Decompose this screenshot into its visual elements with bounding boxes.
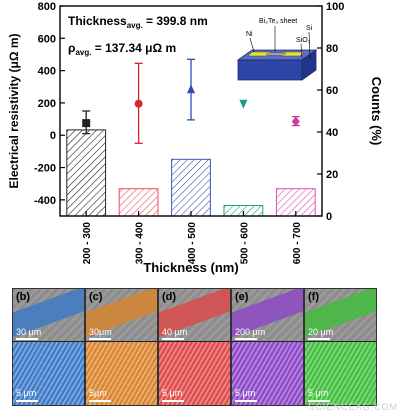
sem-panel-e: (e) 200 μm 5 μm <box>231 288 304 406</box>
x-axis-title: Thickness (nm) <box>143 260 238 275</box>
sem-top-image <box>159 289 230 341</box>
left-axis-title: Electrical resistivity (μΩ m) <box>7 33 21 188</box>
x-tick-label: 400 - 500 <box>187 222 198 265</box>
scale-bar-top <box>162 338 184 340</box>
left-tick-label: 600 <box>38 33 56 45</box>
data-point <box>82 119 91 128</box>
right-tick-label: 0 <box>326 211 332 223</box>
left-tick-label: -400 <box>34 195 56 207</box>
scale-bar-top <box>89 338 111 340</box>
watermark: SCIENCEAG.COM <box>308 402 398 412</box>
left-tick-label: -200 <box>34 163 56 175</box>
inset-arrow <box>249 37 255 53</box>
inset-substrate-side <box>301 49 317 81</box>
inset-arrow <box>308 31 311 59</box>
scale-bar-bottom <box>308 400 330 402</box>
sem-top-image <box>13 289 84 341</box>
x-tick-label: 600 - 700 <box>292 222 303 265</box>
right-axis-title: Counts (%) <box>369 77 384 146</box>
inset-si-label: Si <box>306 25 313 32</box>
sem-image-panels: (b) 30 μm 5 μm (c) 30μm 5μm (d) 40 μm 5 … <box>12 288 377 406</box>
panel-label: (c) <box>89 291 103 303</box>
panel-label: (b) <box>16 291 31 303</box>
scale-bar-bottom <box>89 400 111 402</box>
scale-bar-bottom <box>16 400 38 402</box>
sem-panel-d: (d) 40 μm 5 μm <box>158 288 231 406</box>
scale-bar-bottom-label: 5μm <box>89 388 107 398</box>
thickness-annotation: Thicknessavg. = 399.8 nm <box>68 14 208 30</box>
data-point <box>291 116 300 127</box>
right-tick-label: 20 <box>326 169 338 181</box>
scale-bar-top-label: 200 μm <box>235 327 266 337</box>
resistivity-annotation: ρavg. = 137.34 μΩ m <box>68 41 176 57</box>
inset-sheet-label: Bi₂Te₃ sheet <box>259 18 297 25</box>
right-tick-label: 100 <box>326 1 344 13</box>
inset-ni-label: Ni <box>246 31 253 38</box>
panel-label: (f) <box>308 291 319 303</box>
data-point <box>187 84 195 94</box>
resistivity-thickness-chart: -400 -200 0 200 400 600 800 0 20 40 60 80 100 200 - 3… <box>7 1 384 275</box>
right-tick-label: 60 <box>326 85 338 97</box>
left-tick-label: 200 <box>38 98 56 110</box>
scale-bar-top <box>235 338 257 340</box>
panel-label: (d) <box>162 291 177 303</box>
left-tick-label: 800 <box>38 1 56 13</box>
scale-bar-bottom <box>235 400 257 402</box>
sem-panel-f: (f) 20 μm 5 μm <box>304 288 377 406</box>
scale-bar-bottom-label: 5 μm <box>235 388 256 398</box>
right-tick-label: 80 <box>326 43 338 55</box>
scale-bar-top-label: 30 μm <box>16 327 42 337</box>
scale-bar-top-label: 30μm <box>89 327 112 337</box>
sem-top-image <box>305 289 376 341</box>
x-tick-label: 500 - 600 <box>239 222 250 265</box>
sem-top-image <box>86 289 157 341</box>
sem-bottom-image <box>232 341 303 405</box>
left-tick-label: 0 <box>50 130 56 142</box>
inset-sheet <box>265 52 287 56</box>
x-tick-label: 200 - 300 <box>82 222 93 265</box>
right-tick-label: 40 <box>326 127 338 139</box>
panel-label: (e) <box>235 291 249 303</box>
scale-bar-bottom-label: 5 μm <box>16 388 37 398</box>
count-bar <box>171 158 211 217</box>
data-point <box>239 99 248 109</box>
scale-bar-top-label: 20 μm <box>308 327 334 337</box>
scale-bar-bottom-label: 5 μm <box>162 388 183 398</box>
scale-bar-top-label: 40 μm <box>162 327 188 337</box>
scale-bar-bottom-label: 5 μm <box>308 388 329 398</box>
x-tick-label: 300 - 400 <box>135 222 146 265</box>
scale-bar-bottom <box>162 400 184 402</box>
sem-top-image <box>232 289 303 341</box>
data-point <box>134 99 143 108</box>
count-bar <box>66 129 107 217</box>
sem-panel-b: (b) 30 μm 5 μm <box>12 288 85 406</box>
sem-bottom-image <box>13 341 84 405</box>
inset-sio2-label: SiO₂ <box>296 37 311 44</box>
sem-bottom-image <box>86 341 157 405</box>
inset-substrate-front <box>237 59 303 81</box>
left-tick-label: 400 <box>38 66 56 78</box>
inset-arrow <box>300 43 303 59</box>
sem-bottom-image <box>159 341 230 405</box>
sem-panel-c: (c) 30μm 5μm <box>85 288 158 406</box>
sem-bottom-image <box>305 341 376 405</box>
scale-bar-top <box>308 338 330 340</box>
scale-bar-top <box>16 338 38 340</box>
